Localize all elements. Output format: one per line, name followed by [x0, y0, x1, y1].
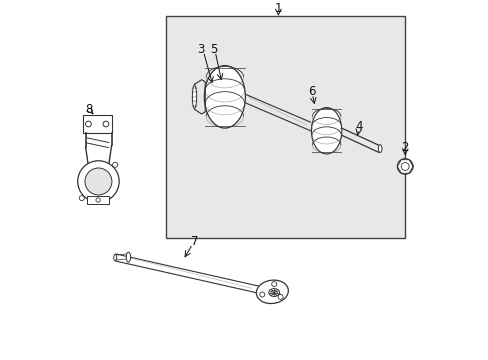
Text: 6: 6: [307, 85, 315, 98]
Ellipse shape: [204, 66, 245, 128]
Text: 8: 8: [85, 103, 93, 116]
Bar: [83, 116, 111, 132]
Text: 5: 5: [210, 43, 217, 56]
Text: 3: 3: [197, 43, 204, 56]
Text: 7: 7: [190, 235, 198, 248]
Circle shape: [278, 294, 283, 300]
Circle shape: [259, 292, 264, 297]
Ellipse shape: [126, 252, 130, 262]
Circle shape: [78, 161, 119, 202]
Ellipse shape: [256, 280, 288, 303]
Ellipse shape: [311, 108, 341, 154]
Text: 2: 2: [401, 141, 408, 154]
Circle shape: [79, 195, 84, 201]
Text: 4: 4: [354, 120, 362, 133]
Text: 1: 1: [274, 2, 282, 15]
Ellipse shape: [270, 290, 277, 295]
Ellipse shape: [268, 289, 279, 296]
Ellipse shape: [114, 254, 117, 261]
Circle shape: [271, 282, 276, 287]
Circle shape: [85, 121, 91, 127]
Bar: [87, 197, 108, 204]
Circle shape: [112, 162, 118, 167]
Circle shape: [397, 159, 412, 174]
Circle shape: [96, 198, 100, 202]
Circle shape: [85, 168, 112, 195]
Ellipse shape: [378, 145, 381, 153]
Ellipse shape: [192, 85, 196, 108]
Circle shape: [103, 121, 108, 127]
Bar: [165, 17, 405, 238]
Circle shape: [401, 163, 408, 170]
